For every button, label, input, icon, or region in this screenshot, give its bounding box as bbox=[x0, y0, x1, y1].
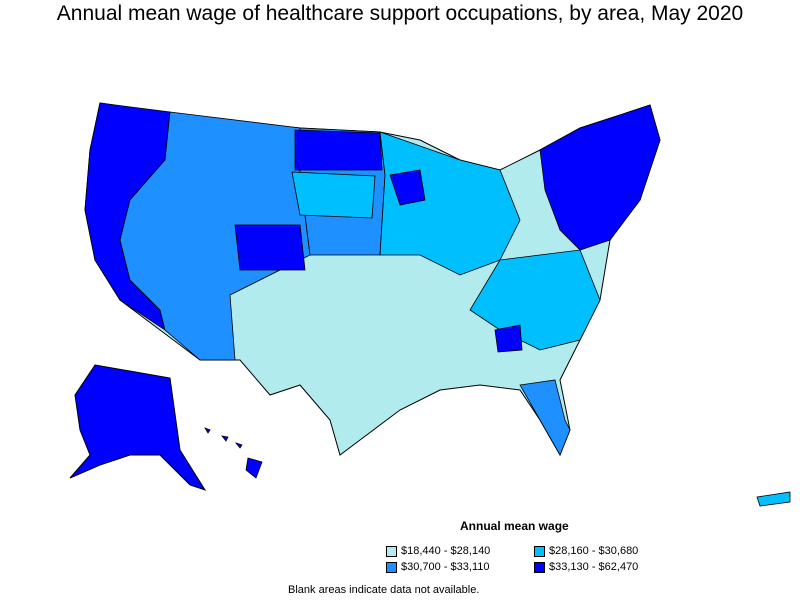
north-dakota-region bbox=[294, 129, 383, 171]
footnote: Blank areas indicate data not available. bbox=[288, 584, 480, 596]
legend-label: $18,440 - $28,140 bbox=[401, 545, 491, 557]
upper-midwest-region bbox=[379, 131, 521, 276]
southeast-region bbox=[469, 249, 601, 351]
map-title: Annual mean wage of healthcare support o… bbox=[56, 2, 744, 25]
legend-item-tier2: $28,160 - $30,680 bbox=[534, 545, 638, 557]
legend-title: Annual mean wage bbox=[460, 519, 569, 533]
colorado-region bbox=[234, 224, 306, 271]
puerto-rico bbox=[756, 491, 791, 507]
legend-label: $33,130 - $62,470 bbox=[549, 561, 639, 573]
south-dakota-region bbox=[291, 171, 376, 219]
legend-item-tier4: $33,130 - $62,470 bbox=[534, 561, 638, 573]
legend-swatch bbox=[534, 545, 545, 557]
legend-item-tier1: $18,440 - $28,140 bbox=[386, 545, 490, 557]
legend-swatch bbox=[386, 561, 397, 573]
legend-item-tier3: $30,700 - $33,110 bbox=[386, 561, 489, 573]
northeast-region bbox=[539, 104, 661, 251]
hawaii bbox=[204, 427, 263, 479]
legend-label: $30,700 - $33,110 bbox=[401, 561, 490, 573]
atlanta-cluster bbox=[494, 324, 523, 353]
florida-region bbox=[519, 379, 571, 456]
alaska bbox=[69, 364, 207, 491]
legend-swatch bbox=[386, 545, 397, 557]
legend-label: $28,160 - $30,680 bbox=[549, 545, 639, 557]
legend-swatch bbox=[534, 561, 545, 573]
great-lakes-cluster bbox=[389, 169, 426, 206]
